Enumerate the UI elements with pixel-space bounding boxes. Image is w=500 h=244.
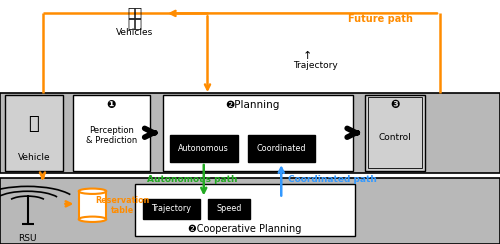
Bar: [248, 135, 315, 162]
Text: ❸: ❸: [390, 100, 400, 110]
Bar: [72, 95, 150, 171]
Text: Perception
& Prediction: Perception & Prediction: [86, 125, 137, 145]
Text: Speed: Speed: [216, 204, 242, 214]
Text: Autonomous path: Autonomous path: [147, 174, 238, 183]
Text: Autonomous: Autonomous: [178, 144, 229, 153]
Text: 🚗: 🚗: [28, 115, 39, 133]
Text: ↑: ↑: [303, 51, 312, 61]
Text: 🚗🚗: 🚗🚗: [128, 7, 142, 20]
Text: Coordinated: Coordinated: [256, 144, 306, 153]
Text: ❷Cooperative Planning: ❷Cooperative Planning: [188, 224, 302, 234]
Bar: [162, 95, 352, 171]
Ellipse shape: [79, 189, 106, 194]
Bar: [79, 191, 106, 219]
Ellipse shape: [79, 217, 106, 222]
Text: ❷Planning: ❷Planning: [226, 100, 280, 110]
Bar: [142, 199, 200, 219]
Bar: [0, 178, 500, 244]
Text: Trajectory: Trajectory: [151, 204, 191, 214]
Text: Vehicles: Vehicles: [116, 28, 154, 37]
Bar: [135, 184, 355, 236]
Text: Trajectory: Trajectory: [292, 61, 338, 70]
Bar: [208, 199, 250, 219]
Text: Vehicle: Vehicle: [18, 153, 50, 162]
Text: Reservation
table: Reservation table: [96, 195, 150, 215]
Text: Coordinated path: Coordinated path: [288, 174, 377, 183]
Bar: [368, 97, 422, 168]
Text: ❶: ❶: [106, 100, 116, 110]
Text: 🚗🚗: 🚗🚗: [128, 18, 142, 31]
Bar: [5, 95, 62, 171]
Bar: [170, 135, 237, 162]
Bar: [365, 95, 425, 171]
Text: Future path: Future path: [348, 14, 412, 24]
Text: RSU: RSU: [18, 234, 37, 243]
Text: Control: Control: [378, 133, 412, 142]
Bar: [0, 92, 500, 173]
Bar: [0, 0, 500, 92]
